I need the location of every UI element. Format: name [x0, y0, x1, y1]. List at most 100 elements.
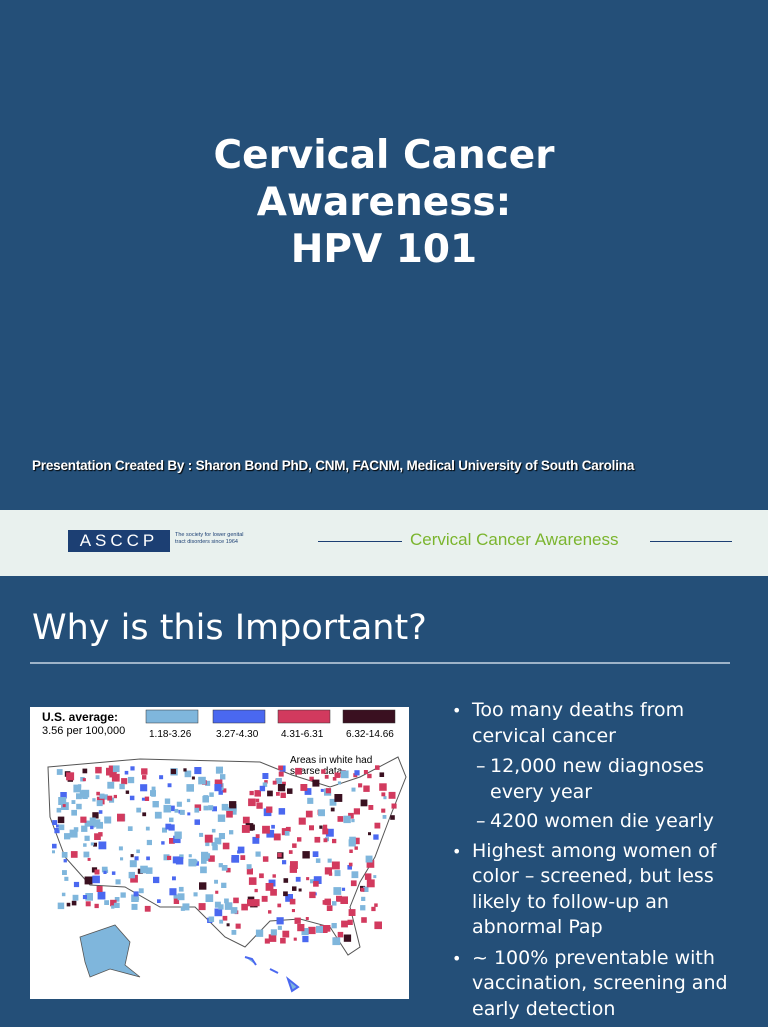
- legend-label: 4.31-6.31: [281, 729, 324, 740]
- county-cell: [273, 833, 281, 841]
- county-cell: [186, 784, 194, 792]
- county-cell: [224, 898, 229, 904]
- county-cell: [179, 854, 184, 859]
- county-cell: [309, 825, 314, 831]
- county-cell: [287, 788, 293, 794]
- county-cell: [71, 800, 76, 804]
- county-cell: [256, 802, 263, 809]
- county-cell: [102, 794, 108, 800]
- county-cell: [361, 917, 367, 923]
- county-cell: [82, 793, 88, 799]
- county-cell: [101, 866, 108, 873]
- county-cell: [222, 842, 230, 850]
- county-cell: [246, 868, 253, 875]
- county-cell: [319, 925, 328, 933]
- county-cell: [212, 844, 218, 851]
- county-cell: [255, 929, 264, 937]
- county-cell: [301, 928, 309, 936]
- county-cell: [332, 777, 337, 781]
- county-cell: [374, 822, 381, 829]
- county-cell: [351, 871, 359, 879]
- county-cell: [144, 796, 150, 801]
- county-cell: [323, 824, 328, 829]
- county-cell: [348, 812, 354, 819]
- county-cell: [241, 903, 248, 911]
- county-cell: [226, 867, 231, 873]
- county-cell: [268, 934, 277, 942]
- county-cell: [259, 785, 266, 792]
- county-cell: [331, 923, 337, 929]
- county-cell: [215, 890, 219, 894]
- county-cell: [390, 815, 395, 820]
- county-cell: [360, 799, 368, 807]
- county-cell: [221, 803, 229, 811]
- county-cell: [283, 891, 288, 897]
- county-cell: [375, 765, 380, 770]
- county-cell: [201, 858, 207, 864]
- county-cell: [365, 855, 373, 863]
- county-cell: [204, 853, 210, 859]
- county-cell: [241, 825, 250, 833]
- county-cell: [322, 828, 329, 835]
- bullet-item: • ~ 100% preventable with vaccination, s…: [452, 946, 752, 1023]
- county-cell: [66, 902, 71, 907]
- county-cell: [82, 778, 86, 782]
- county-cell: [221, 865, 228, 871]
- county-cell: [373, 875, 377, 879]
- county-cell: [373, 834, 379, 840]
- map-note-1: Areas in white had: [290, 755, 372, 766]
- county-cell: [118, 846, 123, 851]
- county-cell: [276, 917, 284, 925]
- bullet-item: • Too many deaths from cervical cancer: [452, 698, 752, 749]
- title-slide: Cervical Cancer Awareness: HPV 101 Prese…: [0, 0, 768, 510]
- county-cell: [336, 895, 342, 902]
- county-cell: [87, 857, 91, 861]
- county-cell: [111, 905, 115, 909]
- county-cell: [291, 909, 295, 913]
- county-cell: [176, 801, 182, 807]
- county-cell: [310, 879, 315, 884]
- county-cell: [259, 873, 264, 879]
- county-cell: [60, 792, 67, 799]
- county-cell: [57, 902, 65, 910]
- bullet-dot: •: [452, 701, 462, 720]
- county-cell: [309, 776, 314, 782]
- county-cell: [349, 849, 353, 853]
- county-cell: [194, 804, 202, 811]
- county-cell: [231, 855, 240, 863]
- presentation-credit: Presentation Created By : Sharon Bond Ph…: [32, 458, 635, 473]
- county-cell: [262, 856, 269, 862]
- county-cell: [61, 892, 66, 897]
- county-cell: [270, 929, 277, 936]
- county-cell: [315, 858, 321, 863]
- county-cell: [277, 903, 282, 908]
- county-cell: [361, 896, 366, 901]
- county-cell: [333, 887, 342, 895]
- county-cell: [288, 850, 293, 854]
- county-cell: [324, 774, 329, 779]
- county-cell: [194, 767, 202, 775]
- county-cell: [142, 812, 147, 817]
- county-cell: [76, 803, 82, 810]
- county-cell: [276, 778, 282, 784]
- sub-bullet-item: – 12,000 new diagnoses every year: [452, 754, 752, 805]
- county-cell: [353, 837, 360, 845]
- county-cell: [278, 771, 284, 777]
- county-cell: [229, 801, 237, 809]
- county-cell: [150, 790, 156, 797]
- county-cell: [99, 793, 105, 799]
- county-cell: [168, 824, 175, 831]
- county-cell: [146, 856, 150, 861]
- legend-label: 6.32-14.66: [346, 729, 394, 740]
- bullet-text: ~ 100% preventable with vaccination, scr…: [472, 946, 728, 1020]
- county-cell: [264, 780, 268, 784]
- county-cell: [381, 808, 386, 813]
- county-cell: [104, 900, 109, 905]
- county-cell: [174, 831, 182, 839]
- county-cell: [183, 768, 187, 772]
- county-cell: [92, 812, 99, 819]
- county-cell: [343, 815, 351, 824]
- county-cell: [379, 783, 387, 791]
- county-cell: [141, 768, 148, 775]
- band-title: Cervical Cancer Awareness: [410, 530, 619, 549]
